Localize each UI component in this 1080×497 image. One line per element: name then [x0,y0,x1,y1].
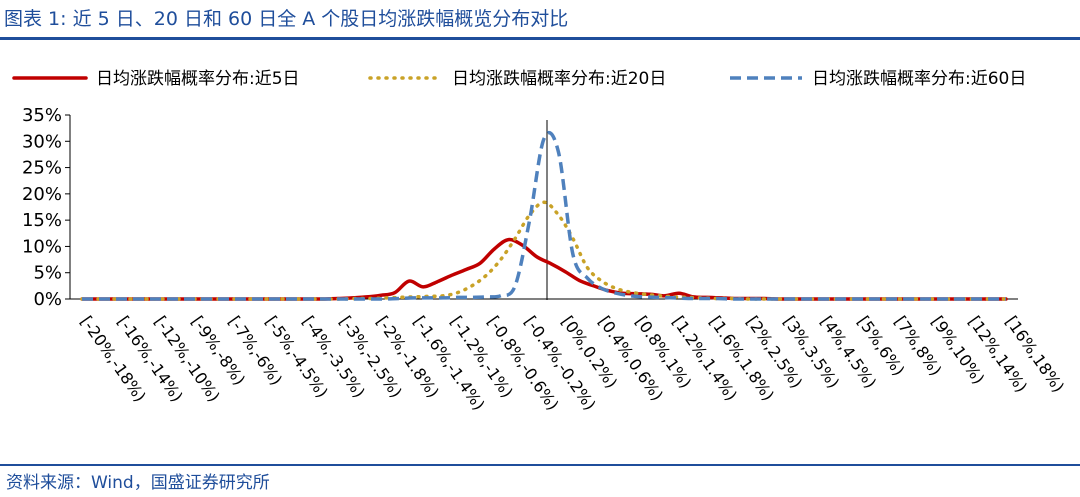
y-tick-label: 25% [22,158,62,179]
legend-label-2: 日均涨跌幅概率分布:近20日 [452,69,666,89]
footer-rule [0,464,1080,466]
y-axis: 0% 5% 10% 15% 20% 25% 30% 35% [22,105,71,310]
legend: 日均涨跌幅概率分布:近5日 日均涨跌幅概率分布:近20日 日均涨跌幅概率分布:近60… [12,69,1026,89]
y-tick-label: 15% [22,210,62,231]
y-tick-label: 20% [22,184,62,205]
series-line-1 [80,237,1008,301]
y-tick-label: 5% [33,263,62,284]
legend-label-3: 日均涨跌幅概率分布:近60日 [812,69,1026,89]
y-tick-label: 35% [22,105,62,126]
title-rule [0,37,1080,40]
y-tick-label: 10% [22,236,62,257]
legend-label-1: 日均涨跌幅概率分布:近5日 [96,69,300,89]
series-lines [80,130,1008,301]
series-line-2 [80,200,1008,301]
x-axis: [-20%,-18%)[-16%,-14%)[-12%,-10%)[-9%,-8… [70,120,1068,414]
y-tick-label: 30% [22,131,62,152]
series-line-3 [82,130,1006,301]
y-tick-label: 0% [33,289,62,310]
source-note: 资料来源：Wind，国盛证券研究所 [6,473,270,493]
figure-title: 图表 1: 近 5 日、20 日和 60 日全 A 个股日均涨跌幅概览分布对比 [4,8,569,30]
